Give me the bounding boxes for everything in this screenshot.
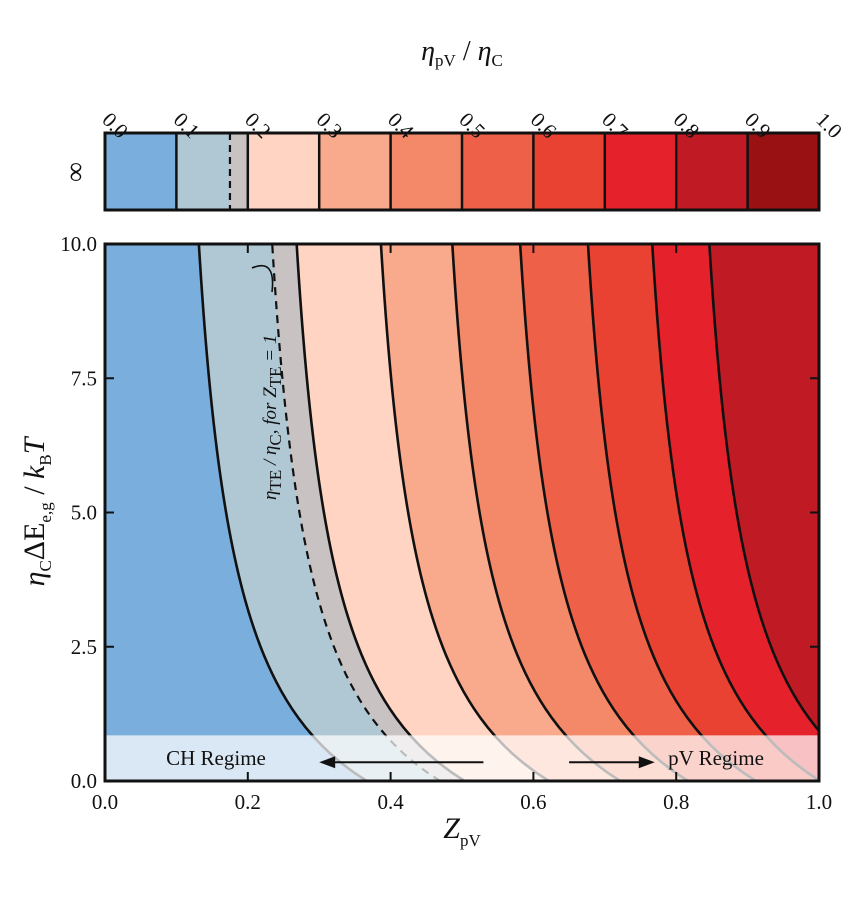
contour-line xyxy=(451,244,621,781)
regime-band xyxy=(105,735,819,781)
contour-lines xyxy=(197,244,819,781)
contour-line xyxy=(650,244,819,781)
colorbar-row-label: ∞ xyxy=(60,162,91,182)
te-gray-region xyxy=(272,244,465,781)
colorbar-frame xyxy=(103,131,821,212)
pv-regime-label: pV Regime xyxy=(668,746,764,770)
contour-line xyxy=(708,244,819,733)
contour-line xyxy=(586,244,757,781)
x-tick-label: 0.8 xyxy=(663,790,689,814)
colorbar-cell-6 xyxy=(533,133,605,210)
x-tick-labels: 0.0 0.2 0.4 0.6 0.8 1.0 xyxy=(92,790,832,814)
x-tick-label: 0.6 xyxy=(520,790,546,814)
contour-line xyxy=(295,244,466,781)
colorbar-cell-0 xyxy=(105,133,177,210)
ch-regime-label: CH Regime xyxy=(166,746,266,770)
y-tick-label: 0.0 xyxy=(71,769,97,793)
y-tick-label: 2.5 xyxy=(71,635,97,659)
colorbar-title: ηpV / ηC xyxy=(421,36,503,70)
y-tick-labels: 0.0 2.5 5.0 7.5 10.0 xyxy=(60,232,97,793)
y-tick-label: 5.0 xyxy=(71,501,97,525)
te-annotation-bracket xyxy=(251,264,274,293)
colorbar xyxy=(103,131,821,212)
ch-regime-arrowhead xyxy=(319,756,336,769)
x-axis-label: ZpV xyxy=(443,812,481,850)
y-axis-label: ηCΔEe,g / kBT xyxy=(18,435,55,586)
x-tick-label: 1.0 xyxy=(806,790,832,814)
contour-region-8 xyxy=(709,244,819,731)
contour-line xyxy=(197,244,368,781)
contour-region-6 xyxy=(588,244,819,781)
contour-region-0 xyxy=(105,244,367,781)
colorbar-cell-5 xyxy=(462,133,534,210)
contour-line xyxy=(518,244,689,781)
x-tick-label: 0.4 xyxy=(377,790,404,814)
contour-region-4 xyxy=(452,244,689,781)
y-tick-label: 10.0 xyxy=(60,232,97,256)
axis-ticks xyxy=(104,243,820,782)
colorbar-cell-4 xyxy=(390,133,462,210)
colorbar-cell-9 xyxy=(747,133,819,210)
regime-annotations: CH Regime pV Regime xyxy=(166,746,764,770)
pv-regime-arrowhead xyxy=(638,756,655,769)
colorbar-cell-2 xyxy=(247,133,320,210)
te-contour-line xyxy=(271,244,441,781)
contour-region-3 xyxy=(380,244,621,781)
plot-area xyxy=(105,244,819,781)
contour-line xyxy=(379,244,550,781)
contour-region-1 xyxy=(198,244,465,781)
colorbar-cell-8 xyxy=(676,133,748,210)
colorbar-cell-3 xyxy=(319,133,391,210)
contour-fills xyxy=(105,244,819,781)
x-tick-label: 0.2 xyxy=(235,790,261,814)
x-tick-label: 0.0 xyxy=(92,790,118,814)
contour-region-5 xyxy=(520,244,756,781)
colorbar-cell-7 xyxy=(604,133,677,210)
colorbar-gray-band xyxy=(229,133,248,210)
te-annotation-label: ηTE / ηC, for ZTE = 1 xyxy=(260,335,285,500)
y-tick-label: 7.5 xyxy=(71,366,97,390)
